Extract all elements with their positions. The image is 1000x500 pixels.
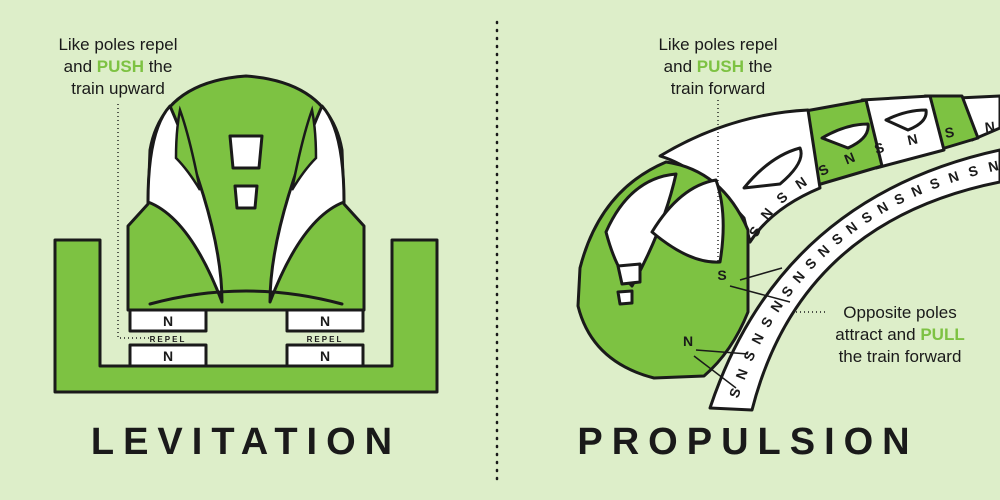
train-magnet-left-label: N	[163, 313, 173, 329]
train-window-right	[268, 104, 346, 304]
track-magnet-left-label: N	[163, 348, 173, 364]
levitation-note-line1: Like poles repel	[58, 35, 177, 54]
track-magnet-left: N	[128, 343, 208, 368]
propulsion-pull-note: Opposite poles attract and PULL the trai…	[835, 303, 964, 366]
push-note-line3: train forward	[671, 79, 765, 98]
train-skirt-line	[148, 289, 344, 306]
push-note-line1: Like poles repel	[658, 35, 777, 54]
car-2-window	[820, 122, 870, 150]
train-stripe-left	[174, 105, 202, 191]
train-magnet-left: N	[128, 308, 208, 333]
lead-headlight-upper	[616, 262, 642, 286]
car-1-window	[742, 146, 803, 190]
track-magnet-right: N	[285, 343, 365, 368]
train-window-left	[146, 104, 224, 304]
curved-guideway	[708, 148, 1000, 412]
headlight-lower	[233, 184, 259, 210]
lead-headlight-lower	[616, 289, 634, 306]
levitation-note-line3: train upward	[71, 79, 165, 98]
train-pole-s-marker: S	[717, 267, 726, 283]
guideway	[53, 238, 439, 394]
train-pole-6: S	[872, 139, 886, 157]
train-magnet-right-label: N	[320, 313, 330, 329]
propulsion-push-note: Like poles repel and PUSH the train forw…	[658, 35, 777, 98]
guideway-pole-18: S	[966, 162, 979, 180]
levitation-heading: LEVITATION	[91, 421, 401, 463]
headlight-upper	[228, 134, 264, 170]
guideway-pole-19: N	[987, 157, 1000, 175]
train-pole-8: S	[943, 124, 955, 141]
repel-label-right: REPEL	[307, 335, 344, 344]
lead-car-side-window	[650, 178, 725, 264]
force-arrows	[693, 267, 791, 389]
train-magnet-right: N	[285, 308, 365, 333]
train-stripe-right	[290, 105, 318, 191]
train-pole-n-marker: N	[683, 333, 693, 349]
levitation-panel: N N REPEL REPEL N N Like poles repel and…	[53, 35, 439, 463]
levitation-note: Like poles repel and PUSH the train upwa…	[58, 35, 177, 98]
levitation-note-line2: and PUSH the	[64, 57, 173, 76]
pull-note-line3: the train forward	[839, 347, 962, 366]
propulsion-heading: PROPULSION	[577, 421, 918, 463]
track-magnet-right-label: N	[320, 348, 330, 364]
repel-label-left: REPEL	[150, 335, 187, 344]
car-3-window	[884, 108, 928, 132]
pull-note-line1: Opposite poles	[843, 303, 956, 322]
train-pole-9: N	[984, 118, 996, 135]
train-pole-7: N	[906, 131, 919, 149]
pull-note-line2: attract and PULL	[835, 325, 964, 344]
guideway-pole-17: N	[946, 168, 961, 186]
push-note-line2: and PUSH the	[664, 57, 773, 76]
